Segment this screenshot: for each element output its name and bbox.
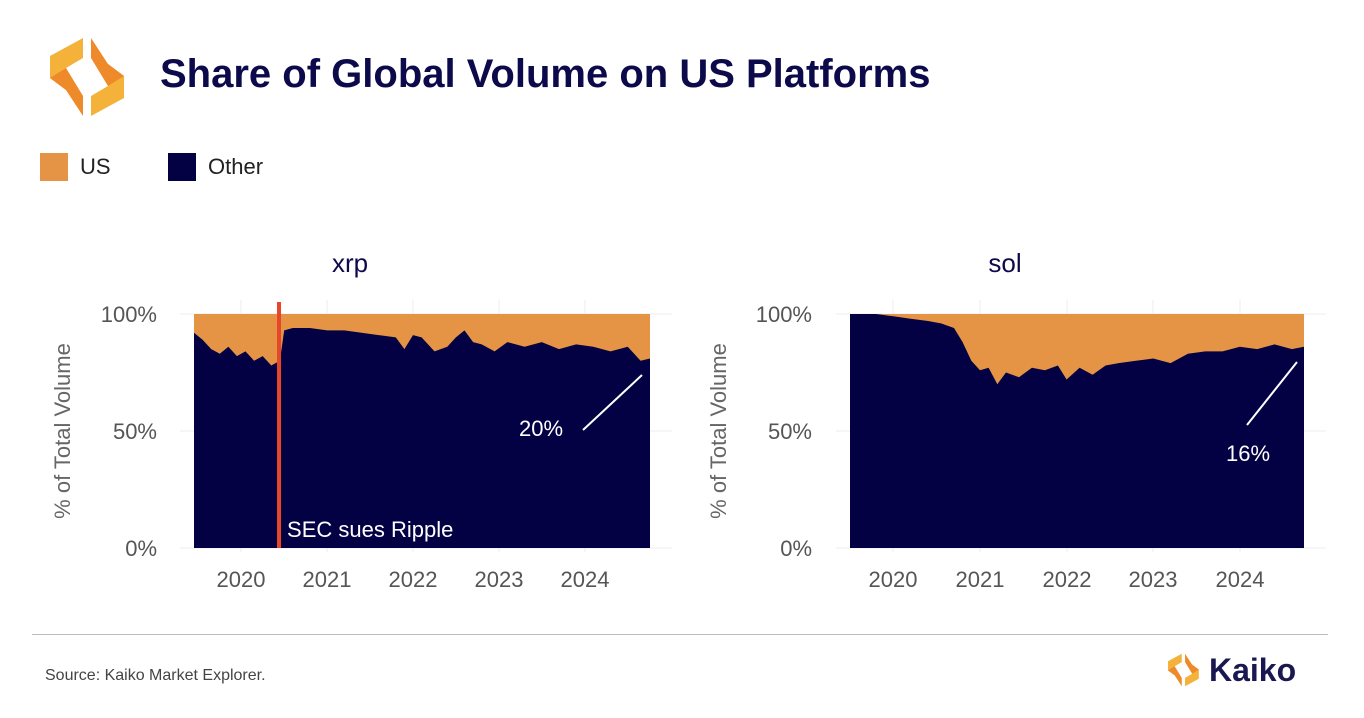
other-share-area [194, 328, 650, 548]
legend-swatch-other [168, 153, 196, 181]
legend-swatch-us [40, 153, 68, 181]
annotation-line [582, 374, 643, 431]
x-tick-label: 2023 [1129, 567, 1178, 592]
x-tick-label: 2021 [956, 567, 1005, 592]
panel-title: xrp [332, 248, 368, 278]
legend-label-other: Other [208, 154, 264, 179]
other-share-area [850, 314, 1304, 548]
y-tick-label: 0% [780, 536, 812, 561]
x-tick-label: 2023 [475, 567, 524, 592]
legend-label-us: US [80, 154, 111, 179]
x-tick-label: 2024 [1216, 567, 1265, 592]
panel-title: sol [988, 248, 1021, 278]
annotation-line [1246, 361, 1298, 426]
brand-logo [38, 32, 134, 127]
legend-item-us: US [40, 153, 111, 181]
y-axis-label: % of Total Volume [706, 343, 731, 519]
page-title: Share of Global Volume on US Platforms [160, 52, 931, 96]
charts: 0% 50% 100% 2020 2021 2022 2023 2024 xrp % of Tot… [50, 248, 1326, 592]
y-tick-label: 50% [113, 419, 157, 444]
legend-item-other: Other [168, 153, 263, 181]
kaiko-logo-icon [1168, 653, 1199, 687]
x-tick-label: 2020 [869, 567, 918, 592]
kaiko-wordmark: Kaiko [1209, 651, 1297, 688]
x-tick-label: 2022 [1043, 567, 1092, 592]
annotation-label: 16% [1226, 441, 1270, 466]
annotation-label: 20% [519, 416, 563, 441]
x-tick-label: 2020 [217, 567, 266, 592]
source-note: Source: Kaiko Market Explorer. [45, 667, 266, 684]
x-tick-label: 2021 [303, 567, 352, 592]
y-axis-label: % of Total Volume [50, 343, 75, 519]
y-tick-label: 100% [756, 302, 812, 327]
event-label: SEC sues Ripple [287, 517, 453, 542]
x-tick-label: 2024 [561, 567, 610, 592]
y-tick-label: 50% [768, 419, 812, 444]
footer-divider [32, 634, 1328, 635]
y-tick-label: 0% [125, 536, 157, 561]
x-tick-label: 2022 [389, 567, 438, 592]
kaiko-logo: Kaiko [1163, 651, 1296, 689]
y-tick-label: 100% [101, 302, 157, 327]
